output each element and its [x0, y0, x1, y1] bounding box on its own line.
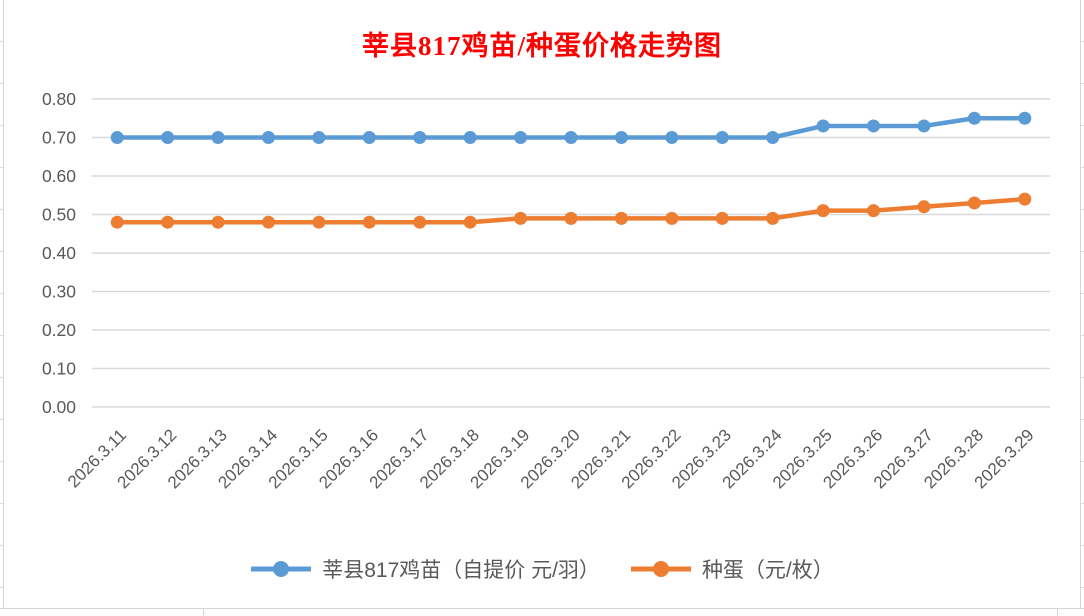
data-point-marker-series-0 [766, 131, 780, 144]
data-point-marker-series-1 [766, 211, 780, 225]
chart-title: 莘县817鸡苗/种蛋价格走势图 [361, 31, 722, 61]
chart-plot-area: 0.000.100.200.300.400.500.600.700.802026… [42, 89, 1050, 492]
y-axis-tick-label: 0.80 [42, 89, 76, 109]
data-point-marker-series-0 [161, 131, 175, 144]
data-point-marker-series-1 [665, 211, 679, 225]
y-axis-tick-label: 0.60 [42, 166, 76, 186]
data-point-marker-series-1 [564, 211, 578, 225]
data-point-marker-series-1 [614, 211, 628, 225]
data-point-marker-series-0 [312, 131, 326, 144]
data-point-marker-series-0 [967, 111, 981, 125]
spreadsheet-gridline-bottom [0, 608, 1084, 616]
data-point-marker-series-0 [867, 119, 881, 133]
spreadsheet-gridline-right [1080, 0, 1084, 608]
data-point-marker-series-0 [261, 131, 275, 144]
data-point-marker-series-1 [261, 215, 275, 229]
data-point-marker-series-0 [816, 119, 830, 133]
data-point-marker-series-1 [816, 204, 830, 218]
data-point-marker-series-1 [161, 215, 175, 229]
chart-container[interactable]: 莘县817鸡苗/种蛋价格走势图 0.00 0.10 0.20 0.30 0.40 0.50… [4, 0, 1080, 608]
y-axis-tick-label: 0.50 [42, 205, 76, 225]
legend-label-jimiao: 莘县817鸡苗（自提价 元/羽） [322, 559, 600, 582]
spreadsheet-column-tick [203, 609, 204, 616]
data-point-marker-series-1 [867, 204, 881, 218]
data-point-marker-series-0 [211, 131, 225, 144]
data-point-marker-series-1 [463, 215, 477, 229]
data-point-marker-series-1 [362, 215, 376, 229]
data-point-marker-series-1 [514, 211, 528, 225]
legend-item-zhongdan[interactable]: 种蛋（元/枚） [630, 554, 834, 584]
legend-label-zhongdan: 种蛋（元/枚） [701, 559, 834, 582]
legend-item-jimiao[interactable]: 莘县817鸡苗（自提价 元/羽） [250, 554, 600, 584]
data-point-marker-series-0 [1018, 111, 1032, 125]
data-point-marker-series-0 [110, 131, 124, 144]
data-point-marker-series-1 [110, 215, 124, 229]
data-point-marker-series-1 [211, 215, 225, 229]
y-axis-tick-label: 0.30 [42, 282, 76, 302]
data-point-marker-series-0 [463, 131, 477, 144]
data-point-marker-series-0 [715, 131, 729, 144]
data-point-marker-series-0 [564, 131, 578, 144]
data-point-marker-series-0 [362, 131, 376, 144]
y-axis-tick-label: 0.20 [42, 320, 76, 340]
data-point-marker-series-1 [715, 211, 729, 225]
spreadsheet-column-tick [1057, 609, 1058, 616]
line-dot-marker-icon [630, 561, 691, 577]
data-point-marker-series-1 [917, 200, 931, 214]
data-point-marker-series-1 [312, 215, 326, 229]
data-point-marker-series-0 [917, 119, 931, 133]
spreadsheet-gridline-left [0, 0, 4, 608]
chart-legend: 莘县817鸡苗（自提价 元/羽） 种蛋（元/枚） [4, 554, 1080, 584]
data-point-marker-series-0 [413, 131, 427, 144]
data-point-marker-series-1 [413, 215, 427, 229]
y-axis-tick-label: 0.40 [42, 243, 76, 263]
y-axis-tick-label: 0.00 [42, 397, 76, 417]
y-axis-tick-label: 0.70 [42, 128, 76, 148]
line-dot-marker-icon [251, 561, 312, 577]
data-point-marker-series-0 [514, 131, 528, 144]
data-point-marker-series-1 [1018, 192, 1032, 206]
y-axis-tick-label: 0.10 [42, 359, 76, 379]
data-point-marker-series-0 [665, 131, 679, 144]
data-point-marker-series-1 [967, 196, 981, 210]
data-point-marker-series-0 [614, 131, 628, 144]
